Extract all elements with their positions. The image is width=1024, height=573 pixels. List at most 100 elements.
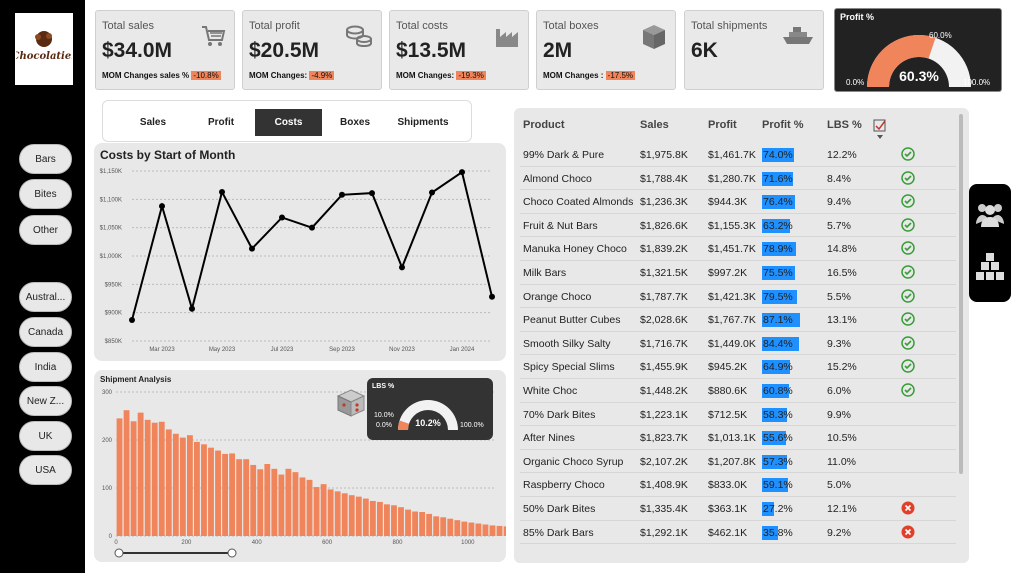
table-row[interactable]: 85% Dark Bars $1,292.1K $462.1K 35.8% 9.2%	[520, 521, 956, 545]
table-row[interactable]: 70% Dark Bites $1,223.1K $712.5K 58.3% 9.9%	[520, 403, 956, 427]
kpi-value: $13.5M	[396, 39, 467, 62]
filter-other[interactable]: Other	[19, 215, 72, 245]
histogram-bar	[496, 525, 503, 536]
icon-ring	[901, 359, 915, 374]
col-header-profit-pct[interactable]: Profit %	[762, 119, 804, 131]
table-row[interactable]: Almond Choco $1,788.4K $1,280.7K 71.6% 8.4%	[520, 167, 956, 191]
histogram-bar	[468, 522, 475, 536]
profit-cell: $1,013.1K	[708, 432, 756, 445]
tab-sales[interactable]: Sales	[139, 117, 167, 128]
kpi-value: 6K	[691, 39, 718, 62]
profit-pct-bar	[762, 384, 789, 398]
logo-text: Chocolatier	[16, 51, 72, 62]
table-row[interactable]: Milk Bars $1,321.5K $997.2K 75.5% 16.5%	[520, 261, 956, 285]
profit-cell: $1,207.8K	[708, 455, 756, 468]
product-cell: White Choc	[523, 385, 578, 397]
table-row[interactable]: Spicy Special Slims $1,455.9K $945.2K 64.9%…	[520, 355, 956, 379]
table-row[interactable]: Peanut Butter Cubes $2,028.6K $1,767.7K 87.…	[520, 308, 956, 332]
data-point	[489, 293, 495, 300]
y-tick-label: 100	[102, 486, 113, 492]
data-point	[309, 224, 315, 231]
product-cell: Smooth Silky Salty	[523, 337, 611, 350]
check-circle-icon	[901, 194, 915, 208]
table-row[interactable]: White Choc $1,448.2K $880.6K 60.8% 6.0%	[520, 379, 956, 403]
profit-pct-cell: 35.8%	[763, 526, 793, 539]
icon-check	[904, 269, 912, 276]
col-header-product[interactable]: Product	[523, 119, 565, 131]
filter-australia[interactable]: Austral...	[19, 282, 72, 312]
filter-india[interactable]: India	[19, 352, 72, 382]
product-cell: Choco Coated Almonds	[523, 196, 634, 209]
icon-check	[904, 151, 912, 158]
filter-new-zealand[interactable]: New Z...	[19, 386, 72, 416]
filter-bars[interactable]: Bars	[19, 144, 72, 174]
table-row[interactable]: Raspberry Choco $1,408.9K $833.0K 59.1% 5.0%	[520, 473, 956, 497]
filter-canada[interactable]: Canada	[19, 317, 72, 347]
product-cell: Fruit & Nut Bars	[523, 219, 598, 232]
tab-costs[interactable]: Costs	[255, 109, 322, 136]
icon-cross	[904, 528, 912, 535]
lbs-cell: 12.1%	[827, 503, 857, 515]
col-header-lbs-pct[interactable]: LBS %	[827, 119, 862, 131]
table-row[interactable]: Fruit & Nut Bars $1,826.6K $1,155.3K 63.2% 5…	[520, 214, 956, 238]
lbs-cell: 5.0%	[827, 479, 851, 492]
profit-pct-cell: 76.4%	[763, 196, 793, 209]
kpi-total-boxes: Total boxes 2M MOM Changes : -17.5%	[536, 10, 676, 90]
filter-usa[interactable]: USA	[19, 455, 72, 485]
profit-cell: $1,449.0K	[708, 337, 756, 350]
tab-shipments[interactable]: Shipments	[397, 117, 449, 128]
histogram-bar	[391, 505, 397, 536]
range-slider-handle-start[interactable]	[114, 548, 124, 558]
product-cell: Spicy Special Slims	[523, 361, 615, 374]
product-cell: 50% Dark Bites	[523, 503, 596, 515]
icon-check	[904, 175, 912, 181]
kpi-title: Total sales	[102, 20, 154, 32]
profit-pct-cell: 64.9%	[763, 361, 793, 374]
table-row[interactable]: Organic Choco Syrup $2,107.2K $1,207.8K 57.…	[520, 450, 956, 474]
icon-check	[904, 340, 912, 346]
table-row[interactable]: Manuka Honey Choco $1,839.2K $1,451.7K 78.9…	[520, 237, 956, 261]
y-tick-label: $850K	[105, 339, 122, 345]
product-cell: Raspberry Choco	[523, 479, 605, 492]
x-tick-label: Jan 2024	[450, 347, 475, 353]
data-point	[429, 189, 435, 196]
table-row[interactable]: Smooth Silky Salty $1,716.7K $1,449.0K 84.4…	[520, 332, 956, 356]
profit-cell: $1,461.7K	[708, 149, 756, 161]
table-row[interactable]: Orange Choco $1,787.7K $1,421.3K 79.5% 5.5%	[520, 285, 956, 309]
histogram-bar	[482, 524, 489, 536]
tab-boxes[interactable]: Boxes	[339, 117, 370, 128]
tab-profit[interactable]: Profit	[207, 117, 235, 128]
histogram-bar	[341, 493, 348, 536]
boxes-stack-icon[interactable]	[974, 252, 1006, 282]
histogram-bar	[440, 517, 447, 536]
product-cell: Peanut Butter Cubes	[523, 314, 621, 327]
histogram-bar	[313, 487, 320, 536]
table-row[interactable]: 50% Dark Bites $1,335.4K $363.1K 27.2% 12.1%	[520, 497, 956, 521]
kpi-change: MOM Changes : -17.5%	[543, 71, 636, 80]
icon-ring	[901, 265, 915, 279]
team-icon[interactable]	[974, 200, 1006, 228]
filter-bites[interactable]: Bites	[19, 179, 72, 209]
col-header-sales[interactable]: Sales	[640, 119, 669, 131]
icon-ring	[901, 170, 915, 185]
profit-pct-cell: 79.5%	[763, 290, 793, 303]
histogram-bar	[172, 433, 179, 536]
icon-ring	[901, 241, 915, 256]
col-header-profit[interactable]: Profit	[708, 119, 737, 131]
histogram-bar	[151, 422, 158, 536]
table-row[interactable]: 99% Dark & Pure $1,975.8K $1,461.7K 74.0% 12…	[520, 143, 956, 167]
table-row[interactable]: Choco Coated Almonds $1,236.3K $944.3K 76.4…	[520, 190, 956, 214]
x-tick-label: May 2023	[209, 347, 236, 353]
gauge-track	[398, 400, 458, 430]
table-scrollbar[interactable]	[959, 114, 963, 474]
status-header-icon[interactable]	[872, 118, 888, 140]
filter-uk[interactable]: UK	[19, 421, 72, 451]
data-point	[129, 317, 135, 324]
profit-pct-bar	[762, 266, 795, 280]
table-row[interactable]: After Nines $1,823.7K $1,013.1K 55.6% 10.5%	[520, 426, 956, 450]
gauge-value: 10.2%	[415, 418, 441, 428]
data-point	[249, 245, 255, 252]
kpi-total-profit: Total profit $20.5M MOM Changes: -4.9%	[242, 10, 382, 90]
profit-pct-cell: 55.6%	[763, 432, 793, 445]
range-slider-handle-end[interactable]	[227, 548, 237, 558]
